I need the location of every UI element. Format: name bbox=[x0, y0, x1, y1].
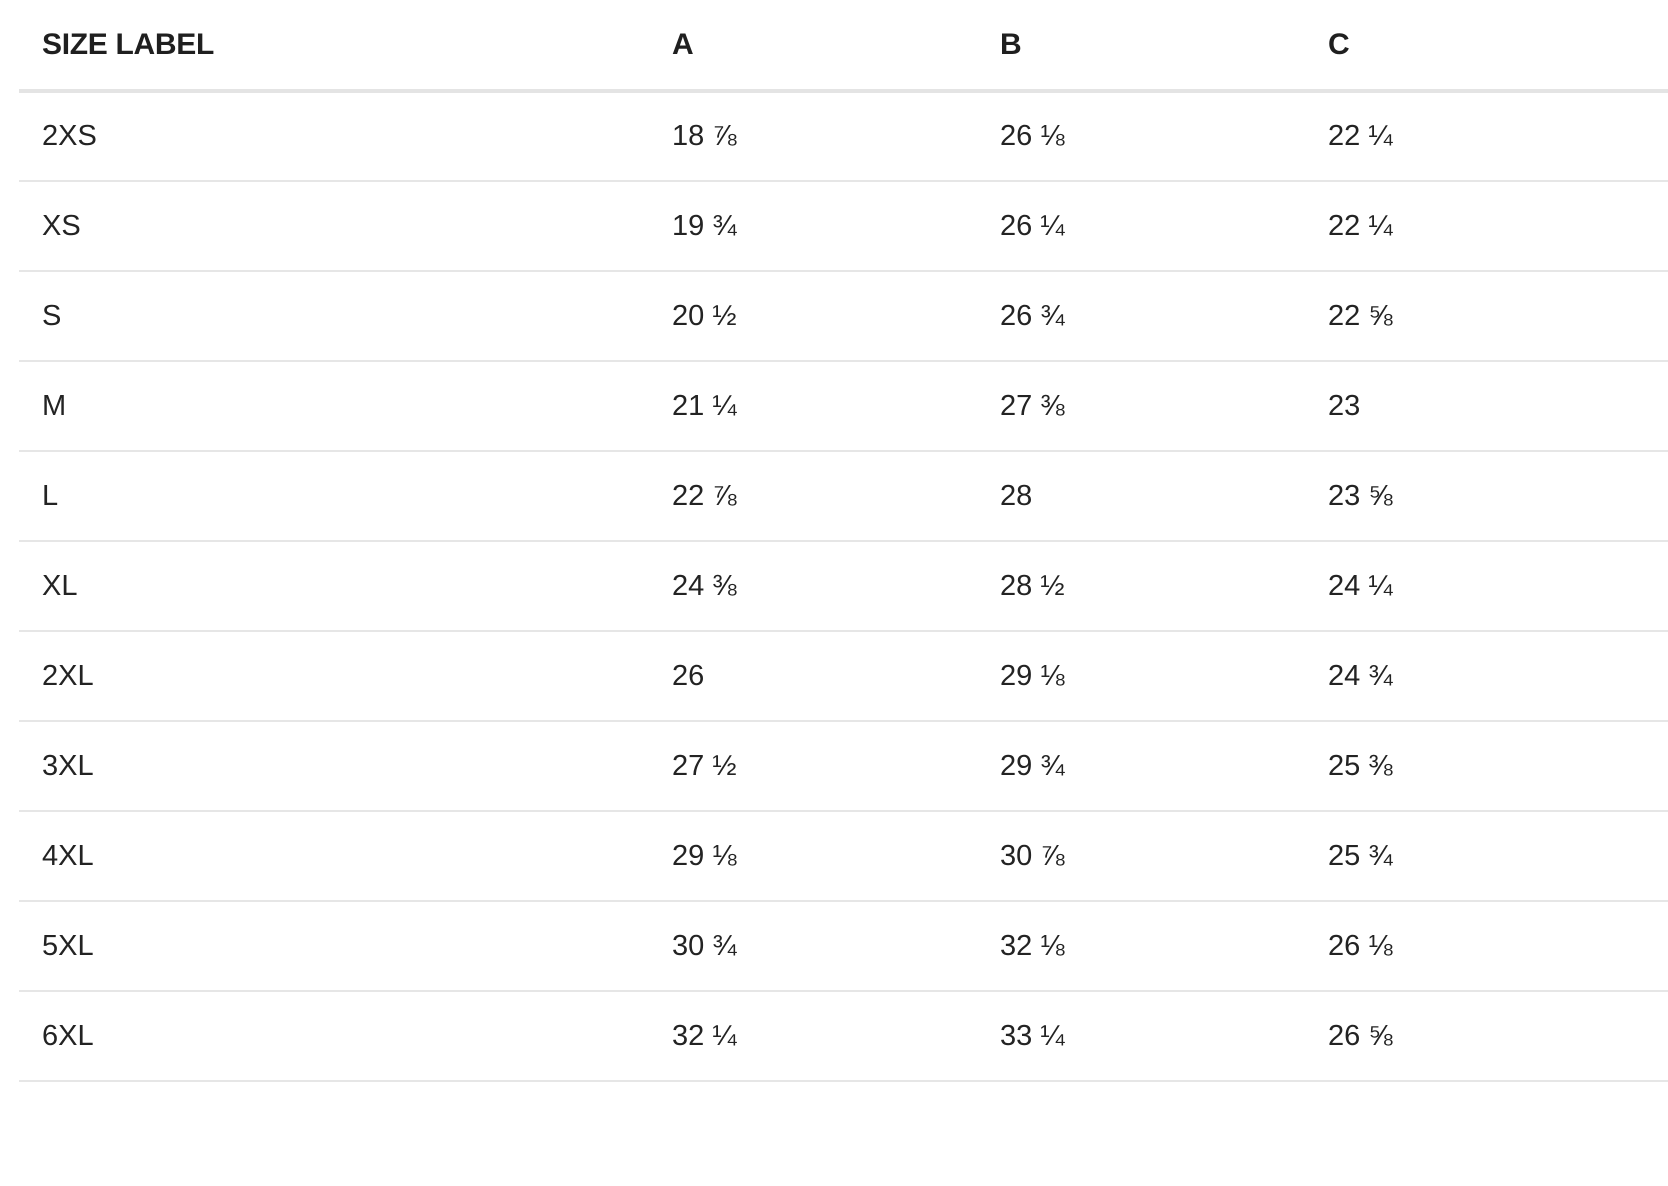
b-value-cell: 28 ½ bbox=[977, 541, 1305, 632]
b-value-cell: 33 ¼ bbox=[977, 991, 1305, 1082]
c-value-cell: 26 ⅛ bbox=[1305, 901, 1668, 992]
header-size-label: SIZE LABEL bbox=[19, 0, 649, 93]
size-label-cell: 3XL bbox=[19, 721, 649, 812]
a-value-cell: 20 ½ bbox=[649, 271, 977, 362]
size-label-cell: XL bbox=[19, 541, 649, 632]
a-value-cell: 29 ⅛ bbox=[649, 811, 977, 902]
a-value-cell: 27 ½ bbox=[649, 721, 977, 812]
size-label-cell: 2XS bbox=[19, 91, 649, 182]
size-label-cell: S bbox=[19, 271, 649, 362]
b-value-cell: 26 ⅛ bbox=[977, 91, 1305, 182]
size-chart-body: 2XS 18 ⅞ 26 ⅛ 22 ¼ XS 19 ¾ 26 ¼ 22 ¼ S 20 ½ 26 ¾ 22… bbox=[19, 91, 1668, 1082]
size-label-cell: XS bbox=[19, 181, 649, 272]
c-value-cell: 26 ⅝ bbox=[1305, 991, 1668, 1082]
c-value-cell: 22 ¼ bbox=[1305, 91, 1668, 182]
b-value-cell: 32 ⅛ bbox=[977, 901, 1305, 992]
b-value-cell: 27 ⅜ bbox=[977, 361, 1305, 452]
c-value-cell: 24 ¼ bbox=[1305, 541, 1668, 632]
c-value-cell: 25 ⅜ bbox=[1305, 721, 1668, 812]
b-value-cell: 26 ¼ bbox=[977, 181, 1305, 272]
size-chart-header: SIZE LABEL A B C bbox=[19, 0, 1668, 93]
size-label-cell: 4XL bbox=[19, 811, 649, 902]
c-value-cell: 23 bbox=[1305, 361, 1668, 452]
table-row: M 21 ¼ 27 ⅜ 23 bbox=[19, 361, 1668, 452]
a-value-cell: 26 bbox=[649, 631, 977, 722]
table-row: L 22 ⅞ 28 23 ⅝ bbox=[19, 451, 1668, 542]
table-row: XL 24 ⅜ 28 ½ 24 ¼ bbox=[19, 541, 1668, 632]
table-row: 5XL 30 ¾ 32 ⅛ 26 ⅛ bbox=[19, 901, 1668, 992]
table-row: 2XL 26 29 ⅛ 24 ¾ bbox=[19, 631, 1668, 722]
header-row: SIZE LABEL A B C bbox=[19, 0, 1668, 93]
c-value-cell: 22 ¼ bbox=[1305, 181, 1668, 272]
c-value-cell: 25 ¾ bbox=[1305, 811, 1668, 902]
table-row: 2XS 18 ⅞ 26 ⅛ 22 ¼ bbox=[19, 91, 1668, 182]
c-value-cell: 23 ⅝ bbox=[1305, 451, 1668, 542]
a-value-cell: 18 ⅞ bbox=[649, 91, 977, 182]
b-value-cell: 26 ¾ bbox=[977, 271, 1305, 362]
a-value-cell: 30 ¾ bbox=[649, 901, 977, 992]
header-b: B bbox=[977, 0, 1305, 93]
size-label-cell: 5XL bbox=[19, 901, 649, 992]
a-value-cell: 19 ¾ bbox=[649, 181, 977, 272]
size-label-cell: L bbox=[19, 451, 649, 542]
table-row: XS 19 ¾ 26 ¼ 22 ¼ bbox=[19, 181, 1668, 272]
b-value-cell: 29 ⅛ bbox=[977, 631, 1305, 722]
size-label-cell: 2XL bbox=[19, 631, 649, 722]
a-value-cell: 22 ⅞ bbox=[649, 451, 977, 542]
header-c: C bbox=[1305, 0, 1668, 93]
table-row: 4XL 29 ⅛ 30 ⅞ 25 ¾ bbox=[19, 811, 1668, 902]
size-label-cell: M bbox=[19, 361, 649, 452]
size-label-cell: 6XL bbox=[19, 991, 649, 1082]
b-value-cell: 30 ⅞ bbox=[977, 811, 1305, 902]
header-a: A bbox=[649, 0, 977, 93]
c-value-cell: 22 ⅝ bbox=[1305, 271, 1668, 362]
a-value-cell: 24 ⅜ bbox=[649, 541, 977, 632]
a-value-cell: 21 ¼ bbox=[649, 361, 977, 452]
a-value-cell: 32 ¼ bbox=[649, 991, 977, 1082]
table-row: 6XL 32 ¼ 33 ¼ 26 ⅝ bbox=[19, 991, 1668, 1082]
size-chart-table: SIZE LABEL A B C 2XS 18 ⅞ 26 ⅛ 22 ¼ XS 19 ¾ 26… bbox=[19, 0, 1668, 1082]
b-value-cell: 28 bbox=[977, 451, 1305, 542]
table-row: 3XL 27 ½ 29 ¾ 25 ⅜ bbox=[19, 721, 1668, 812]
c-value-cell: 24 ¾ bbox=[1305, 631, 1668, 722]
table-row: S 20 ½ 26 ¾ 22 ⅝ bbox=[19, 271, 1668, 362]
b-value-cell: 29 ¾ bbox=[977, 721, 1305, 812]
